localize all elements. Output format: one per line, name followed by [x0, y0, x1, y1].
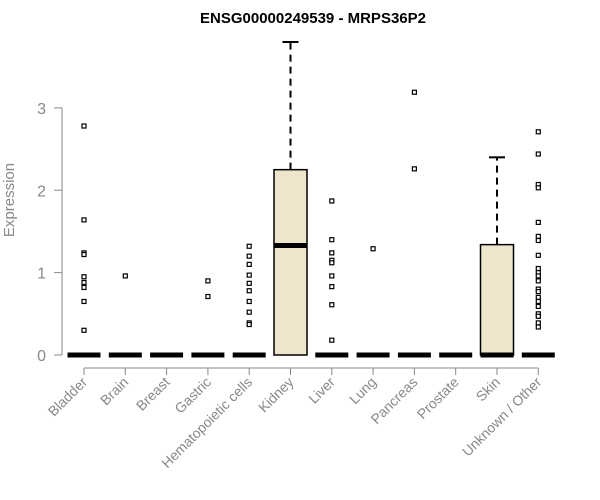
- x-tick-label: Kidney: [255, 374, 297, 416]
- box-group: [479, 156, 515, 358]
- outlier-point: [122, 273, 128, 279]
- outlier-point: [81, 279, 87, 286]
- x-tick-label: Prostate: [414, 374, 462, 422]
- x-tick-label: Bladder: [45, 374, 91, 420]
- outlier-point: [246, 280, 252, 286]
- outlier-point: [535, 129, 541, 135]
- outlier-point: [329, 260, 335, 266]
- y-tick-label: 0: [37, 348, 46, 365]
- outlier-point: [370, 246, 376, 252]
- box: [479, 243, 515, 356]
- x-tick-label: Skin: [473, 374, 504, 405]
- x-tick-label: Breast: [133, 374, 173, 414]
- outlier-point: [81, 284, 87, 291]
- outlier-point: [329, 273, 335, 279]
- outlier-point: [246, 321, 252, 328]
- box: [273, 168, 308, 356]
- outlier-point: [81, 298, 87, 305]
- box-group: [232, 243, 266, 358]
- outlier-point: [246, 288, 252, 294]
- outlier-point: [329, 198, 335, 204]
- outlier-point: [246, 261, 252, 267]
- outlier-point: [535, 151, 541, 157]
- chart-title: ENSG00000249539 - MRPS36P2: [200, 10, 426, 27]
- box-group: [273, 41, 308, 356]
- outlier-point: [81, 123, 87, 129]
- outlier-point: [205, 278, 211, 284]
- outlier-point: [81, 217, 87, 223]
- outlier-point: [535, 303, 541, 310]
- plot-area: [67, 41, 555, 358]
- outlier-point: [535, 252, 541, 258]
- outlier-point: [81, 327, 87, 333]
- outlier-point: [535, 233, 541, 239]
- outlier-point: [535, 278, 541, 284]
- outlier-point: [246, 298, 252, 305]
- box-group: [67, 123, 101, 358]
- outlier-point: [535, 313, 541, 319]
- outlier-point: [329, 237, 335, 243]
- y-tick-label: 1: [37, 266, 46, 283]
- outlier-point: [329, 250, 335, 256]
- box-group: [191, 278, 225, 358]
- outlier-point: [535, 185, 541, 191]
- outlier-point: [329, 284, 335, 290]
- outlier-point: [535, 237, 541, 244]
- outlier-point: [535, 288, 541, 295]
- outlier-point: [535, 324, 541, 330]
- box-group: [521, 129, 555, 358]
- outlier-point: [535, 320, 541, 326]
- box-group: [397, 89, 431, 358]
- outlier-point: [81, 251, 87, 258]
- x-tick-label: Lung: [346, 374, 379, 407]
- outlier-point: [535, 265, 541, 272]
- y-axis-label: Expression: [1, 163, 18, 237]
- y-tick-label: 3: [37, 101, 46, 118]
- outlier-point: [246, 243, 252, 249]
- x-tick-label: Brain: [97, 374, 131, 408]
- outlier-point: [246, 253, 252, 259]
- box-group: [108, 273, 142, 358]
- outlier-point: [535, 294, 541, 300]
- box-group: [315, 198, 349, 358]
- outlier-point: [535, 298, 541, 305]
- outlier-point: [535, 273, 541, 279]
- outlier-point: [329, 337, 335, 343]
- box-group: [356, 246, 390, 358]
- outlier-point: [411, 166, 417, 172]
- outlier-point: [246, 272, 252, 278]
- y-axis: 0 1 2 3: [37, 101, 63, 365]
- outlier-point: [246, 309, 252, 315]
- outlier-point: [81, 274, 87, 280]
- outlier-point: [411, 89, 417, 95]
- outlier-point: [535, 219, 541, 225]
- outlier-point: [205, 293, 211, 300]
- outlier-point: [329, 302, 335, 308]
- x-tick-label: Liver: [305, 374, 338, 407]
- y-tick-label: 2: [37, 183, 46, 200]
